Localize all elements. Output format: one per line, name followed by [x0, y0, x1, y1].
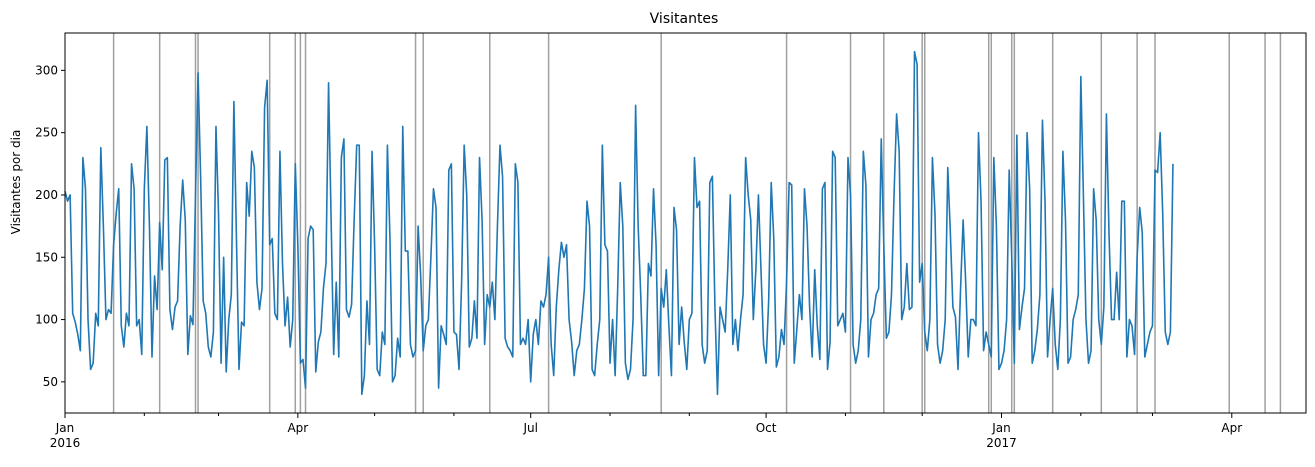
x-tick-sublabel-0: 2016 [50, 436, 81, 450]
y-tick-label-4: 250 [35, 126, 58, 140]
x-tick-sublabel-4: 2017 [986, 436, 1017, 450]
x-tick-label-4: Jan [991, 421, 1011, 435]
y-axis: 50 100 150 200 250 300 [35, 63, 65, 389]
x-tick-label-0: Jan [55, 421, 75, 435]
y-tick-label-3: 200 [35, 188, 58, 202]
y-tick-label-0: 50 [43, 375, 58, 389]
series-line-0 [64, 50, 1174, 396]
x-tick-label-2: Jul [522, 421, 537, 435]
series-group [64, 50, 1174, 396]
plot-frame [64, 32, 1307, 414]
vertical-markers [112, 33, 1282, 413]
y-axis-label: Visitantes por dia [9, 130, 23, 235]
y-tick-label-2: 150 [35, 250, 58, 264]
y-tick-label-1: 100 [35, 313, 58, 327]
x-tick-label-1: Apr [287, 421, 308, 435]
y-tick-label-5: 300 [35, 63, 58, 77]
x-tick-label-5: Apr [1221, 421, 1242, 435]
x-tick-label-3: Oct [756, 421, 777, 435]
chart-title: Visitantes [650, 11, 719, 27]
